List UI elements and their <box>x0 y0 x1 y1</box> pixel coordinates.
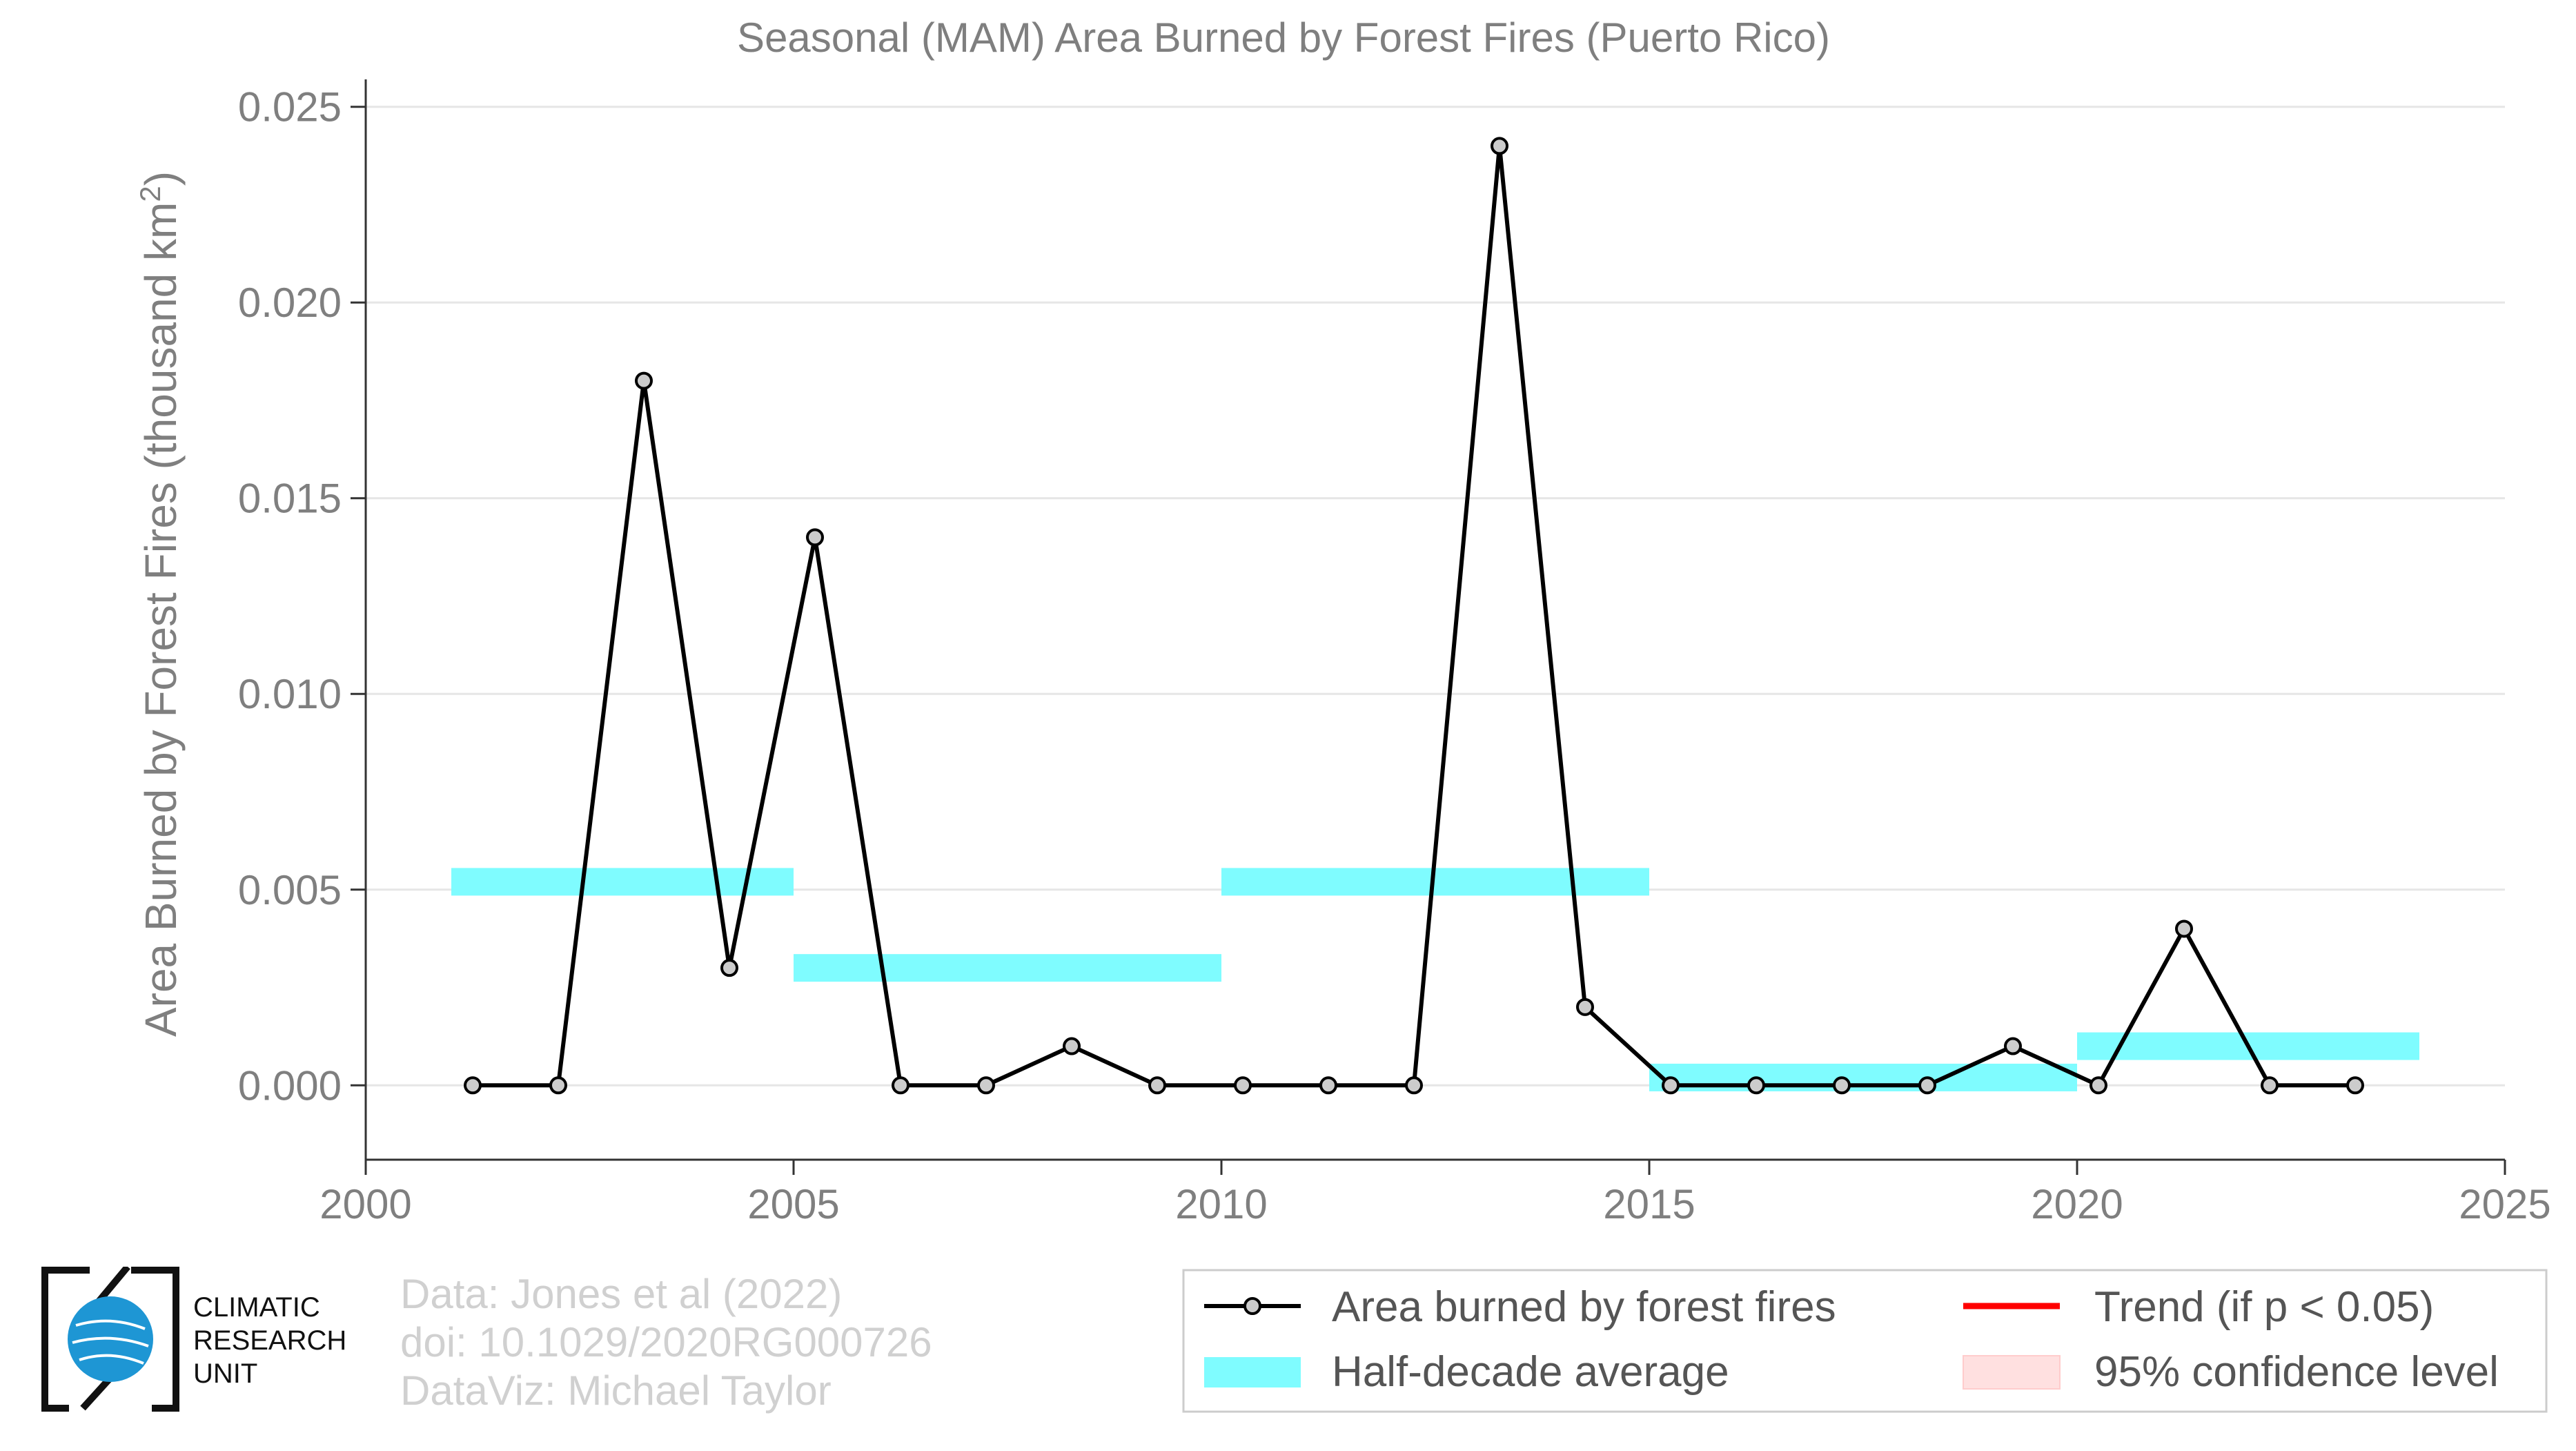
half-decade-bar <box>451 868 794 896</box>
data-point <box>2346 1076 2364 1095</box>
half-decade-averages <box>451 868 2419 1091</box>
data-point <box>1576 997 1594 1016</box>
data-point <box>549 1076 567 1095</box>
legend-label-half-decade: Half-decade average <box>1332 1348 1729 1396</box>
legend-marker-swatch <box>1243 1297 1261 1315</box>
y-tick-label: 0.025 <box>238 84 342 130</box>
data-point <box>2090 1076 2107 1095</box>
legend-label-area-burned: Area burned by forest fires <box>1332 1283 1836 1331</box>
data-point <box>720 959 738 977</box>
y-axis-label-main: Area Burned by Forest Fires (thousand km <box>136 202 186 1037</box>
legend-label-confidence: 95% confidence level <box>2094 1348 2499 1396</box>
x-tick-label: 2015 <box>1603 1181 1695 1227</box>
cru-logo <box>41 1264 179 1412</box>
x-tick-label: 2005 <box>747 1181 839 1227</box>
half-decade-bar <box>794 954 1221 982</box>
x-tick-label: 2000 <box>319 1181 411 1227</box>
y-tick-label: 0.000 <box>238 1062 342 1109</box>
data-point <box>464 1076 482 1095</box>
data-point <box>1918 1076 1936 1095</box>
logo-line-3: UNIT <box>193 1359 258 1389</box>
y-tick-label: 0.010 <box>238 671 342 717</box>
y-axis-label: Area Burned by Forest Fires (thousand km… <box>134 171 186 1037</box>
credits-doi: doi: 10.1029/2020RG000726 <box>400 1319 932 1365</box>
legend-box <box>1182 1269 2548 1413</box>
credits: Data: Jones et al (2022) doi: 10.1029/20… <box>400 1270 932 1415</box>
data-point <box>892 1076 910 1095</box>
data-point <box>635 371 653 390</box>
gridlines <box>366 106 2505 1087</box>
tick-labels: 0.000 0.005 0.010 0.015 0.020 0.025 2000 2005 20… <box>238 84 2551 1227</box>
legend-half-decade-swatch <box>1204 1357 1301 1387</box>
x-tick-label: 2020 <box>2031 1181 2123 1227</box>
data-point <box>1063 1037 1081 1055</box>
y-tick-label: 0.015 <box>238 476 342 522</box>
credits-data: Data: Jones et al (2022) <box>400 1271 843 1317</box>
legend: Area burned by forest fires Trend (if p … <box>1182 1269 2548 1413</box>
data-point <box>977 1076 995 1095</box>
y-tick-label: 0.005 <box>238 867 342 913</box>
series-line <box>473 144 2355 1088</box>
data-point <box>2261 1076 2279 1095</box>
logo-line-1: CLIMATIC <box>193 1292 320 1323</box>
cru-logo-mark <box>41 1264 179 1412</box>
cru-logo-text: CLIMATIC RESEARCH UNIT <box>193 1291 346 1390</box>
y-axis-label-end: ) <box>136 171 186 186</box>
chart-title: Seasonal (MAM) Area Burned by Forest Fir… <box>737 14 1830 61</box>
data-point <box>1833 1076 1851 1095</box>
series-area-burned <box>464 137 2364 1095</box>
data-point <box>2175 919 2193 938</box>
axes <box>351 79 2506 1175</box>
x-tick-label: 2025 <box>2459 1181 2550 1227</box>
data-point <box>1319 1076 1337 1095</box>
data-point <box>1405 1076 1423 1095</box>
logo-line-2: RESEARCH <box>193 1325 347 1356</box>
x-tick-label: 2010 <box>1175 1181 1267 1227</box>
data-point <box>806 528 824 547</box>
legend-label-trend: Trend (if p < 0.05) <box>2094 1283 2434 1331</box>
y-tick-label: 0.020 <box>238 280 342 326</box>
credits-dataviz: DataViz: Michael Taylor <box>400 1367 832 1414</box>
data-point <box>1491 137 1508 155</box>
data-point <box>1747 1076 1765 1095</box>
data-point <box>1234 1076 1252 1095</box>
legend-confidence-swatch <box>1963 1355 2061 1390</box>
data-point <box>2004 1037 2022 1055</box>
data-point <box>1148 1076 1166 1095</box>
y-axis-label-superscript: 2 <box>134 186 166 202</box>
data-point <box>1662 1076 1680 1095</box>
